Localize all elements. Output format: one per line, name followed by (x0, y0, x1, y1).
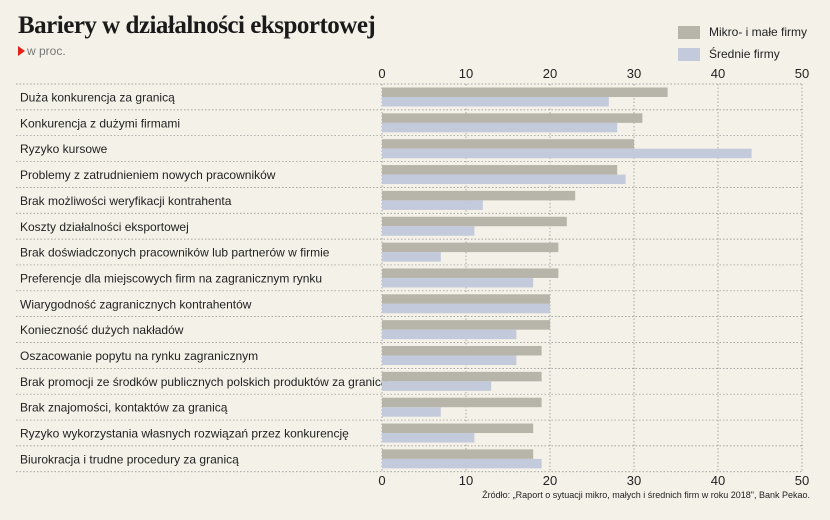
chart-title: Bariery w działalności eksportowej (18, 12, 376, 39)
bar-medium (382, 433, 475, 443)
x-tick-label-top: 30 (627, 66, 641, 81)
bar-micro-small (382, 268, 559, 278)
bar-micro-small (382, 449, 534, 459)
x-tick-label-bottom: 40 (711, 473, 725, 488)
category-label: Oszacowanie popytu na rynku zagranicznym (20, 349, 258, 363)
bar-medium (382, 174, 626, 185)
x-tick-label-top: 50 (795, 66, 809, 81)
category-label: Konieczność dużych nakładów (20, 323, 184, 337)
source-note: Źródło: „Raport o sytuacji mikro, małych… (482, 490, 810, 500)
category-label: Wiarygodność zagranicznych kontrahentów (20, 297, 252, 311)
x-tick-label-bottom: 0 (378, 473, 385, 488)
red-triangle-icon (18, 46, 25, 56)
bar-micro-small (382, 165, 618, 175)
category-label: Problemy z zatrudnieniem nowych pracowni… (20, 168, 276, 182)
x-tick-label-bottom: 50 (795, 473, 809, 488)
legend-label-medium: Średnie firmy (709, 47, 780, 61)
x-tick-label-top: 20 (543, 66, 557, 81)
x-tick-label-top: 0 (378, 66, 385, 81)
x-tick-label-top: 40 (711, 66, 725, 81)
bar-medium (382, 148, 752, 159)
bar-medium (382, 407, 441, 417)
x-tick-label-bottom: 20 (543, 473, 557, 488)
category-label: Preferencje dla miejscowych firm na zagr… (20, 271, 322, 285)
x-tick-label-bottom: 30 (627, 473, 641, 488)
bar-medium (382, 329, 517, 340)
x-tick-label-top: 10 (459, 66, 473, 81)
bar-micro-small (382, 87, 668, 97)
category-label: Duża konkurencja za granicą (20, 91, 175, 105)
bar-micro-small (382, 216, 567, 227)
bar-medium (382, 97, 609, 107)
bar-micro-small (382, 423, 534, 434)
legend-item-micro-small: Mikro- i małe firmy (678, 22, 807, 42)
legend-swatch-micro-small (678, 25, 700, 39)
bar-medium (382, 458, 542, 469)
bar-micro-small (382, 397, 542, 408)
bar-medium (382, 277, 534, 288)
category-label: Brak promocji ze środków publicznych pol… (20, 375, 388, 389)
legend-item-medium: Średnie firmy (678, 44, 807, 64)
bar-micro-small (382, 139, 634, 149)
category-label: Konkurencja z dużymi firmami (20, 116, 180, 130)
bar-medium (382, 252, 441, 262)
bar-micro-small (382, 320, 550, 330)
legend-swatch-medium (678, 47, 700, 61)
unit-label: w proc. (27, 44, 66, 58)
x-tick-label-bottom: 10 (459, 473, 473, 488)
category-label: Brak możliwości weryfikacji kontrahenta (20, 194, 232, 208)
category-label: Brak znajomości, kontaktów za granicą (20, 401, 228, 415)
category-label: Ryzyko wykorzystania własnych rozwiązań … (20, 427, 349, 441)
bar-medium (382, 226, 475, 236)
bar-micro-small (382, 371, 542, 382)
category-label: Ryzyko kursowe (20, 142, 108, 156)
bar-medium (382, 122, 618, 133)
bar-micro-small (382, 294, 550, 304)
bar-micro-small (382, 242, 559, 253)
bar-medium (382, 200, 483, 210)
bar-micro-small (382, 190, 576, 201)
category-label: Koszty działalności eksportowej (20, 220, 189, 234)
legend-label-micro-small: Mikro- i małe firmy (709, 25, 807, 39)
bar-micro-small (382, 113, 643, 123)
category-label: Brak doświadczonych pracowników lub part… (20, 246, 330, 260)
bar-medium (382, 355, 517, 365)
legend: Mikro- i małe firmy Średnie firmy (678, 22, 807, 66)
bar-medium (382, 381, 492, 391)
chart-subtitle: w proc. (18, 44, 66, 58)
bar-medium (382, 303, 550, 314)
category-label: Biurokracja i trudne procedury za granic… (20, 452, 239, 466)
bar-micro-small (382, 346, 542, 356)
